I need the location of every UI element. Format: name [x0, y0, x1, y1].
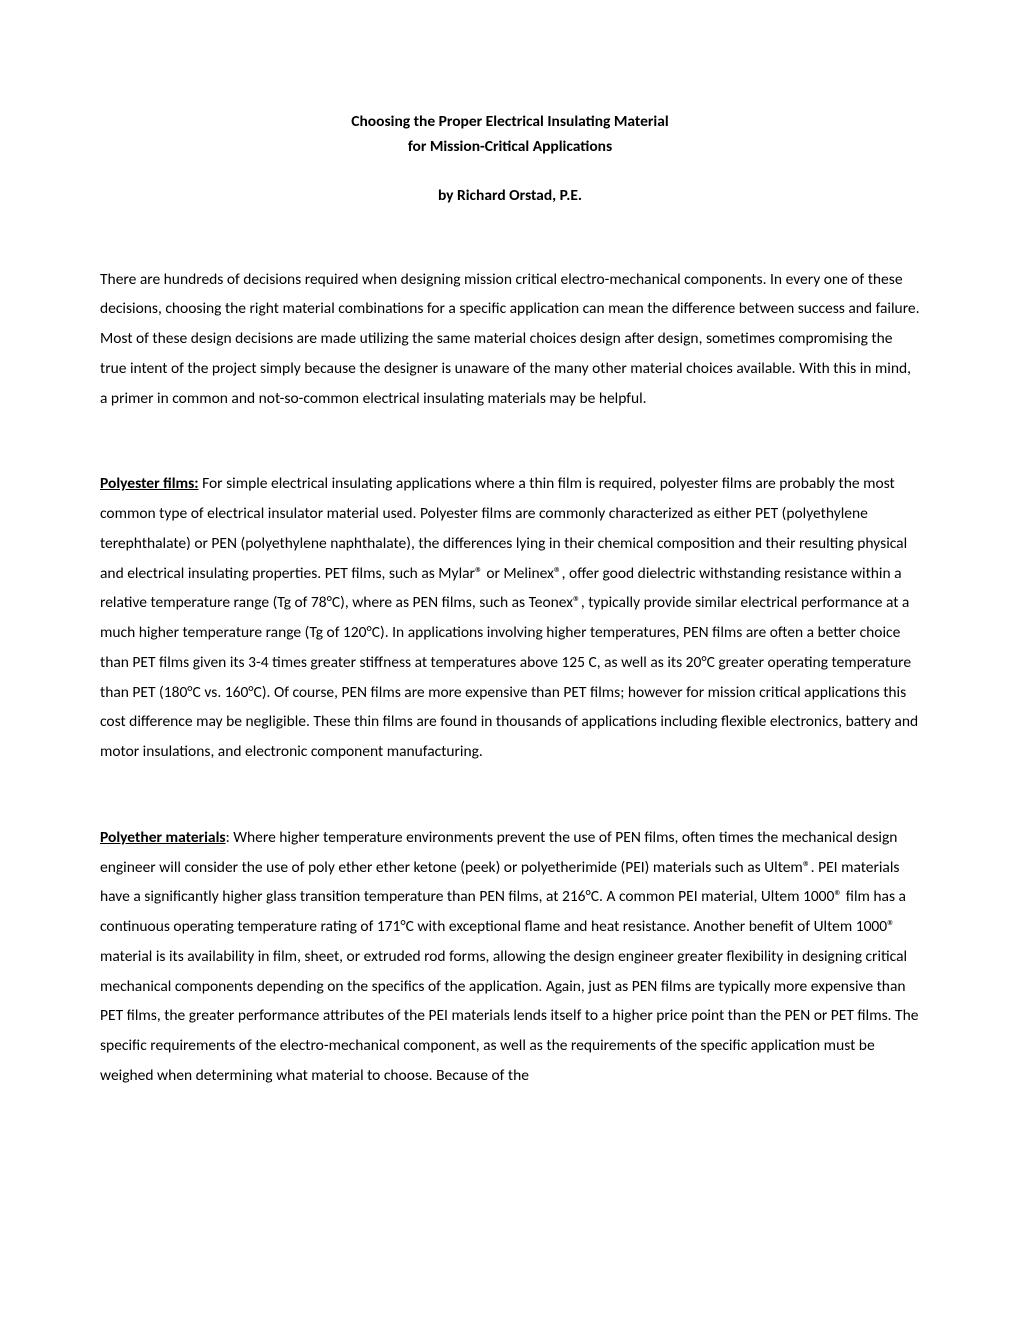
author-name: by Richard Orstad, P.E. [100, 186, 920, 205]
document-title-block: Choosing the Proper Electrical Insulatin… [100, 110, 920, 160]
polyester-paragraph: Polyester films: For simple electrical i… [100, 469, 920, 767]
polyether-body-text: : Where higher temperature environments … [100, 828, 918, 1085]
polyester-heading: Polyester films: [100, 474, 199, 493]
title-line-1: Choosing the Proper Electrical Insulatin… [100, 110, 920, 135]
intro-paragraph: There are hundreds of decisions required… [100, 265, 920, 414]
author-block: by Richard Orstad, P.E. [100, 186, 920, 205]
title-line-2: for Mission-Critical Applications [100, 135, 920, 160]
polyether-heading: Polyether materials [100, 828, 226, 847]
polyester-body-text: For simple electrical insulating applica… [100, 474, 918, 761]
polyether-paragraph: Polyether materials: Where higher temper… [100, 823, 920, 1091]
